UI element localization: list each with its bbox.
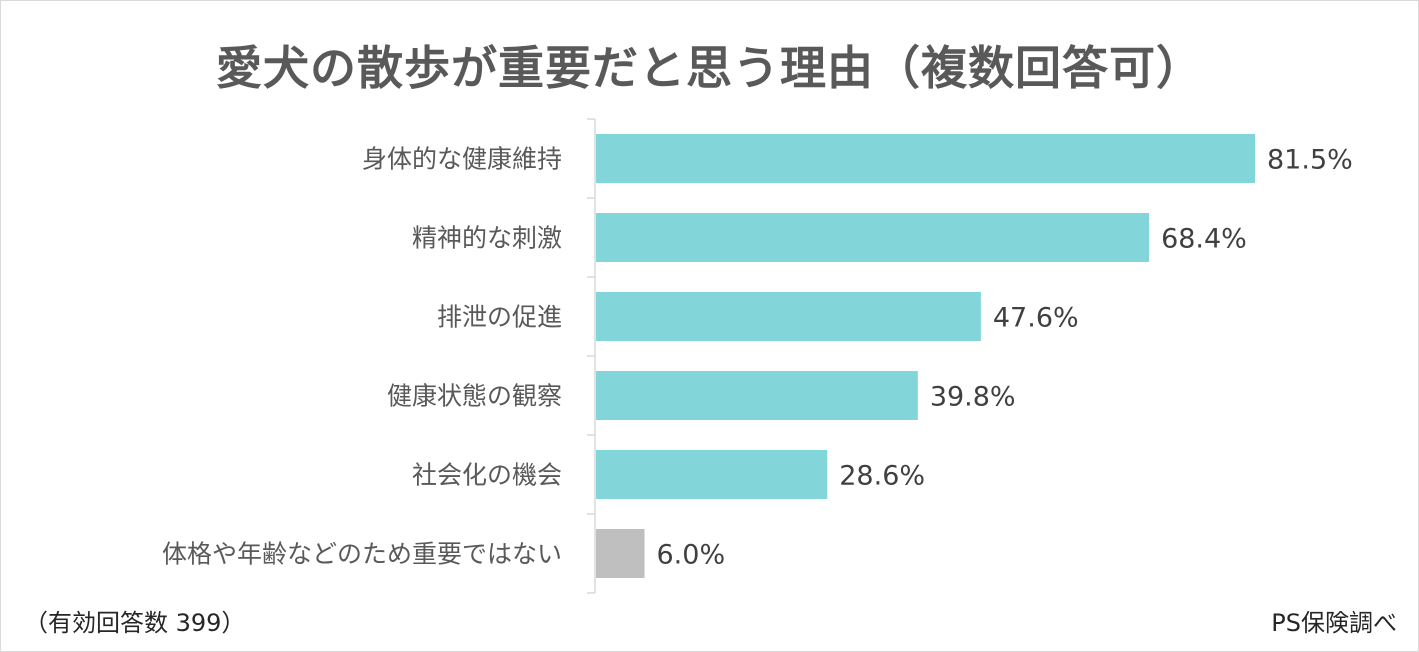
plot-area: 身体的な健康維持 81.5% 精神的な刺激 68.4% 排泄の促進 47.6% 健康状態の観… — [162, 118, 1353, 594]
value-label: 47.6% — [993, 303, 1079, 334]
category-label: 体格や年齢などのため重要ではない — [162, 540, 562, 569]
category-label: 身体的な健康維持 — [362, 145, 562, 174]
category-label: 排泄の促進 — [437, 303, 562, 332]
bar-3 — [596, 292, 981, 341]
value-label: 68.4% — [1161, 224, 1247, 255]
category-label: 健康状態の観察 — [387, 382, 562, 411]
value-label: 28.6% — [839, 461, 925, 492]
category-label: 社会化の機会 — [412, 461, 562, 490]
category-label: 精神的な刺激 — [412, 224, 562, 253]
value-label: 81.5% — [1267, 145, 1353, 176]
chart-title: 愛犬の散歩が重要だと思う理由（複数回答可） — [216, 41, 1203, 95]
value-label: 39.8% — [930, 382, 1016, 413]
source-credit: PS保険調べ — [1271, 609, 1397, 637]
bar-5 — [596, 450, 828, 499]
bar-1 — [596, 134, 1255, 183]
bar-4 — [596, 371, 918, 420]
bar-2 — [596, 213, 1150, 262]
value-label: 6.0% — [657, 540, 726, 571]
bar-6 — [596, 529, 645, 578]
sample-size-note: （有効回答数 399） — [24, 609, 246, 637]
